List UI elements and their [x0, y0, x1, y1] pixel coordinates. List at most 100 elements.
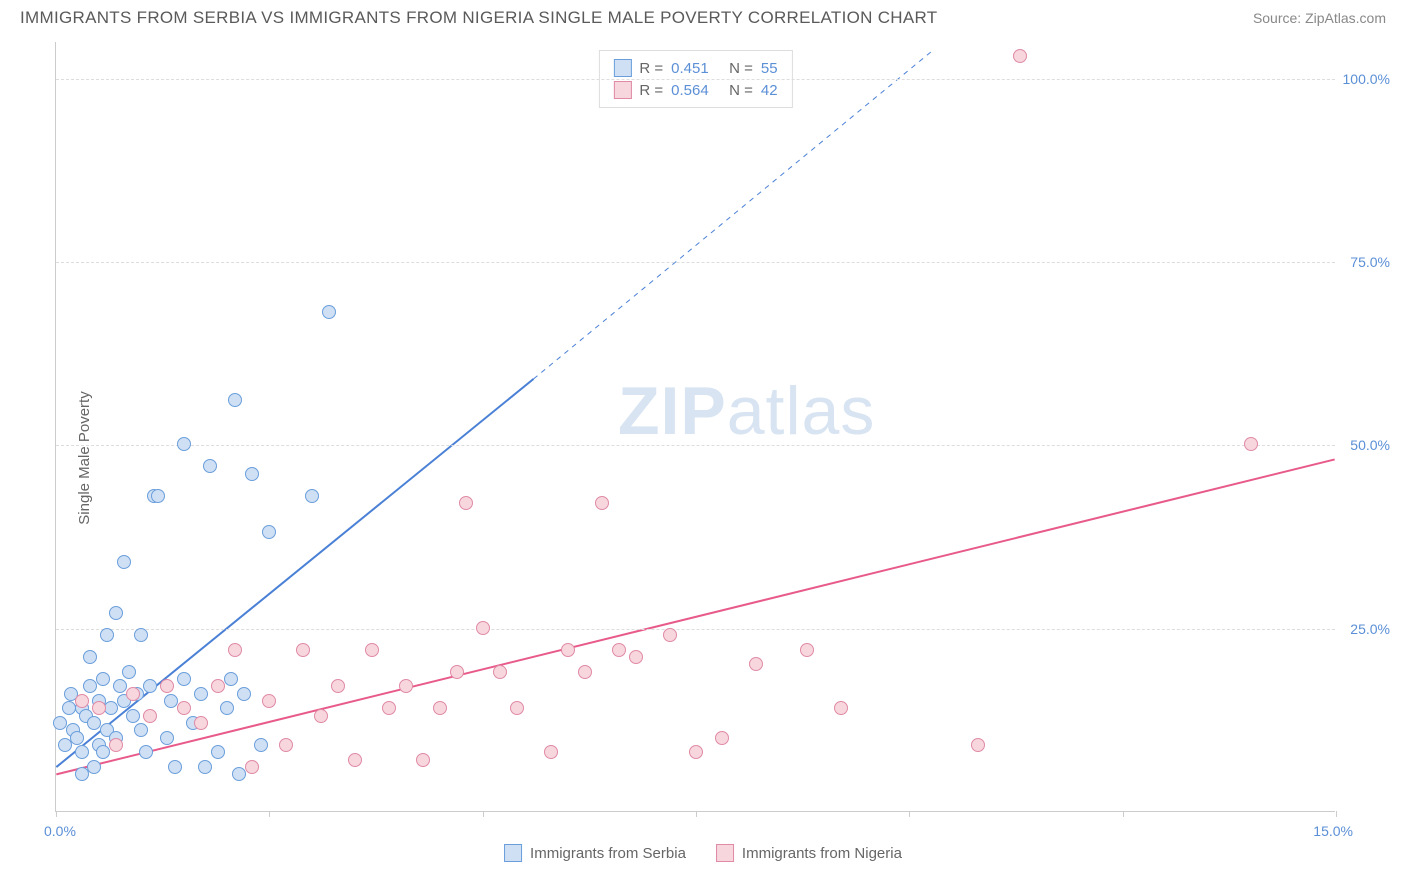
- chart-title: IMMIGRANTS FROM SERBIA VS IMMIGRANTS FRO…: [20, 8, 937, 28]
- data-point: [561, 643, 575, 657]
- data-point: [211, 679, 225, 693]
- legend-series-label: Immigrants from Nigeria: [742, 845, 902, 862]
- data-point: [834, 701, 848, 715]
- data-point: [314, 709, 328, 723]
- data-point: [75, 767, 89, 781]
- x-tick-mark: [1123, 811, 1124, 817]
- data-point: [1244, 437, 1258, 451]
- data-point: [322, 305, 336, 319]
- data-point: [578, 665, 592, 679]
- x-tick-mark: [483, 811, 484, 817]
- data-point: [262, 525, 276, 539]
- data-point: [433, 701, 447, 715]
- r-label: R =: [639, 82, 663, 99]
- series-legend: Immigrants from Serbia Immigrants from Ni…: [504, 844, 902, 862]
- y-tick-label: 100.0%: [1340, 71, 1390, 87]
- data-point: [459, 496, 473, 510]
- data-point: [493, 665, 507, 679]
- data-point: [100, 628, 114, 642]
- data-point: [134, 723, 148, 737]
- data-point: [168, 760, 182, 774]
- data-point: [800, 643, 814, 657]
- data-point: [160, 679, 174, 693]
- data-point: [194, 687, 208, 701]
- legend-series-item: Immigrants from Serbia: [504, 844, 686, 862]
- data-point: [595, 496, 609, 510]
- data-point: [104, 701, 118, 715]
- data-point: [228, 643, 242, 657]
- data-point: [177, 701, 191, 715]
- data-point: [279, 738, 293, 752]
- data-point: [87, 716, 101, 730]
- data-point: [96, 745, 110, 759]
- y-tick-label: 75.0%: [1340, 254, 1390, 270]
- data-point: [177, 672, 191, 686]
- data-point: [113, 679, 127, 693]
- data-point: [629, 650, 643, 664]
- x-tick-mark: [269, 811, 270, 817]
- data-point: [151, 489, 165, 503]
- data-point: [92, 701, 106, 715]
- data-point: [749, 657, 763, 671]
- r-value: 0.451: [671, 60, 721, 77]
- data-point: [160, 731, 174, 745]
- source-label: Source: ZipAtlas.com: [1253, 10, 1386, 26]
- data-point: [331, 679, 345, 693]
- data-point: [689, 745, 703, 759]
- data-point: [126, 687, 140, 701]
- watermark-zip: ZIP: [618, 373, 727, 449]
- data-point: [399, 679, 413, 693]
- x-tick-mark: [909, 811, 910, 817]
- data-point: [164, 694, 178, 708]
- gridline-h: [56, 262, 1335, 263]
- data-point: [416, 753, 430, 767]
- data-point: [83, 650, 97, 664]
- y-tick-label: 50.0%: [1340, 437, 1390, 453]
- data-point: [177, 437, 191, 451]
- data-point: [96, 672, 110, 686]
- data-point: [232, 767, 246, 781]
- data-point: [109, 606, 123, 620]
- data-point: [612, 643, 626, 657]
- legend-series-item: Immigrants from Nigeria: [716, 844, 902, 862]
- data-point: [70, 731, 84, 745]
- data-point: [228, 393, 242, 407]
- data-point: [53, 716, 67, 730]
- data-point: [203, 459, 217, 473]
- data-point: [715, 731, 729, 745]
- data-point: [83, 679, 97, 693]
- data-point: [305, 489, 319, 503]
- legend-swatch: [504, 844, 522, 862]
- data-point: [971, 738, 985, 752]
- data-point: [134, 628, 148, 642]
- data-point: [245, 760, 259, 774]
- gridline-h: [56, 629, 1335, 630]
- plot-area: ZIPatlas R =0.451N =55R =0.564N =42 0.0%…: [55, 42, 1335, 812]
- legend-swatch: [613, 81, 631, 99]
- data-point: [544, 745, 558, 759]
- r-label: R =: [639, 60, 663, 77]
- legend-correlation-row: R =0.451N =55: [613, 57, 777, 79]
- data-point: [211, 745, 225, 759]
- watermark-atlas: atlas: [727, 373, 876, 449]
- legend-series-label: Immigrants from Serbia: [530, 845, 686, 862]
- data-point: [262, 694, 276, 708]
- n-value: 42: [761, 82, 778, 99]
- data-point: [109, 738, 123, 752]
- n-label: N =: [729, 82, 753, 99]
- data-point: [237, 687, 251, 701]
- data-point: [510, 701, 524, 715]
- watermark: ZIPatlas: [618, 372, 875, 450]
- gridline-h: [56, 445, 1335, 446]
- data-point: [198, 760, 212, 774]
- n-value: 55: [761, 60, 778, 77]
- data-point: [122, 665, 136, 679]
- y-tick-label: 25.0%: [1340, 621, 1390, 637]
- data-point: [224, 672, 238, 686]
- gridline-h: [56, 79, 1335, 80]
- data-point: [58, 738, 72, 752]
- legend-swatch: [613, 59, 631, 77]
- data-point: [382, 701, 396, 715]
- data-point: [348, 753, 362, 767]
- data-point: [117, 555, 131, 569]
